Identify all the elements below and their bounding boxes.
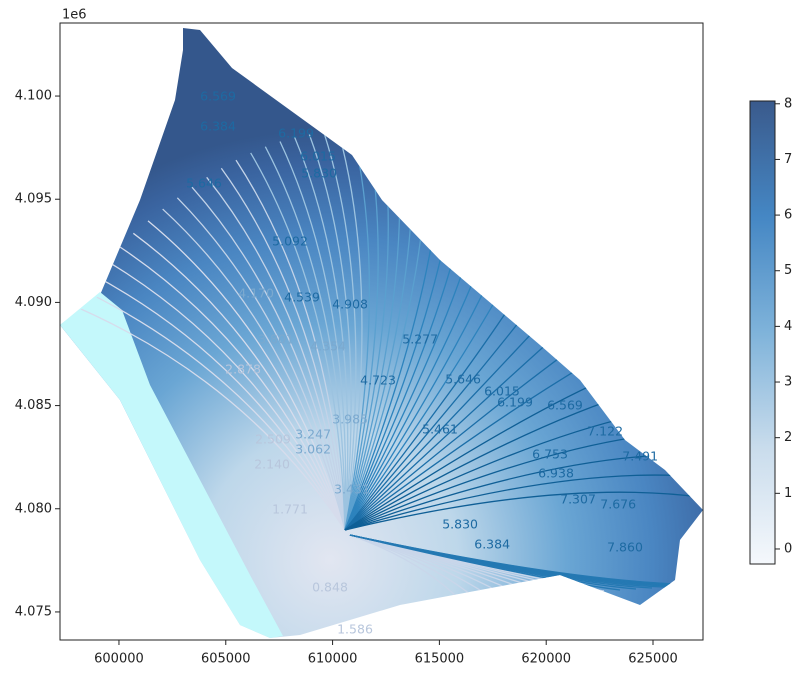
axes-frame xyxy=(59,22,704,641)
y-tick-label: 4.075 xyxy=(15,604,52,619)
contour-label: 2.509 xyxy=(255,432,291,447)
contour-line xyxy=(176,197,346,531)
contour-label: 5.646 xyxy=(186,175,222,190)
contour-label: 1.771 xyxy=(272,501,308,516)
contour-line xyxy=(191,186,346,531)
contour-label: 6.938 xyxy=(538,465,574,480)
contour-label: 5.830 xyxy=(442,516,478,531)
contour-label: 5.092 xyxy=(272,233,308,248)
contour-label: 4.354 xyxy=(310,338,346,353)
offset-label: 1e6 xyxy=(62,8,87,23)
colorbar-tick-label: 3 xyxy=(784,375,792,390)
contour-label: 4.539 xyxy=(284,290,320,305)
contour-label: 6.753 xyxy=(532,446,568,461)
x-tick-label: 605000 xyxy=(201,652,251,667)
x-tick-label: 610000 xyxy=(308,652,358,667)
contour-label: 4.170 xyxy=(238,285,274,300)
contour-line xyxy=(132,232,346,531)
contour-line xyxy=(338,131,363,531)
contour-line xyxy=(294,137,349,531)
contour-label: 5.830 xyxy=(301,166,337,181)
y-tick-label: 4.095 xyxy=(15,192,52,207)
contour-line xyxy=(344,474,703,531)
contour-label: 7.491 xyxy=(622,448,658,463)
colorbar-tick-label: 8 xyxy=(784,96,792,111)
colorbar-tick-label: 2 xyxy=(784,430,792,445)
contour-label: 7.307 xyxy=(560,491,596,506)
y-tick-label: 4.100 xyxy=(15,89,52,104)
colorbar-tick-label: 1 xyxy=(784,486,792,501)
contour-line xyxy=(162,208,346,531)
contour-label: 4.723 xyxy=(360,373,396,388)
colorbar-tick-label: 0 xyxy=(784,541,792,556)
contour-label: 0.848 xyxy=(312,579,348,594)
colorbar-tick-label: 7 xyxy=(784,152,792,167)
contour-line xyxy=(147,220,346,531)
contour-line xyxy=(279,141,347,531)
contour-label: 6.015 xyxy=(300,148,336,163)
x-tick-label: 600000 xyxy=(94,652,144,667)
contour-line xyxy=(235,159,346,531)
contour-line xyxy=(344,132,371,531)
x-tick-label: 625000 xyxy=(628,652,678,667)
colorbar-tick-label: 4 xyxy=(784,319,792,334)
contour-label: 7.122 xyxy=(587,423,623,438)
y-tick-label: 4.085 xyxy=(15,398,52,413)
contour-label: 3.985 xyxy=(332,412,368,427)
contour-line xyxy=(220,167,346,531)
contour-line xyxy=(308,134,352,531)
contour-label: 2.140 xyxy=(254,457,290,472)
contour-label: 1.586 xyxy=(337,621,373,636)
contour-label: 3.431 xyxy=(334,481,370,496)
colorbar xyxy=(749,100,776,565)
contour-line xyxy=(349,534,703,586)
contour-label: 6.384 xyxy=(474,536,510,551)
contour-line xyxy=(206,176,346,531)
contour-label: 5.646 xyxy=(445,371,481,386)
contour-line xyxy=(250,152,346,531)
y-tick-label: 4.080 xyxy=(15,501,52,516)
contour-label: 5.277 xyxy=(402,331,438,346)
colorbar-tick-label: 5 xyxy=(784,263,792,278)
contour-line xyxy=(323,132,357,531)
contour-label: 6.199 xyxy=(278,126,314,141)
x-tick-label: 620000 xyxy=(521,652,571,667)
contour-label: 6.384 xyxy=(200,119,236,134)
coast-strip xyxy=(60,292,283,638)
contour-line xyxy=(74,285,346,531)
contour-label: 6.199 xyxy=(497,394,533,409)
contour-line xyxy=(89,272,346,531)
contour-label: 4.908 xyxy=(332,297,368,312)
x-tick-label: 615000 xyxy=(415,652,465,667)
contour-label: 3.801 xyxy=(258,331,294,346)
y-tick-label: 4.090 xyxy=(15,295,52,310)
contour-label: 7.676 xyxy=(600,497,636,512)
contour-label: 3.062 xyxy=(295,441,331,456)
contour-label: 2.878 xyxy=(225,361,261,376)
contour-label: 6.015 xyxy=(484,383,520,398)
contour-label: 6.569 xyxy=(200,89,236,104)
contour-label: 7.860 xyxy=(607,539,643,554)
contour-line xyxy=(60,299,346,531)
contour-label: 5.461 xyxy=(422,421,458,436)
contour-line xyxy=(264,146,346,531)
contour-line xyxy=(118,245,346,531)
contour-label: 6.569 xyxy=(547,397,583,412)
contour-line xyxy=(103,258,346,531)
contour-label: 3.247 xyxy=(295,427,331,442)
colorbar-tick-label: 6 xyxy=(784,208,792,223)
contour-line xyxy=(344,491,703,531)
